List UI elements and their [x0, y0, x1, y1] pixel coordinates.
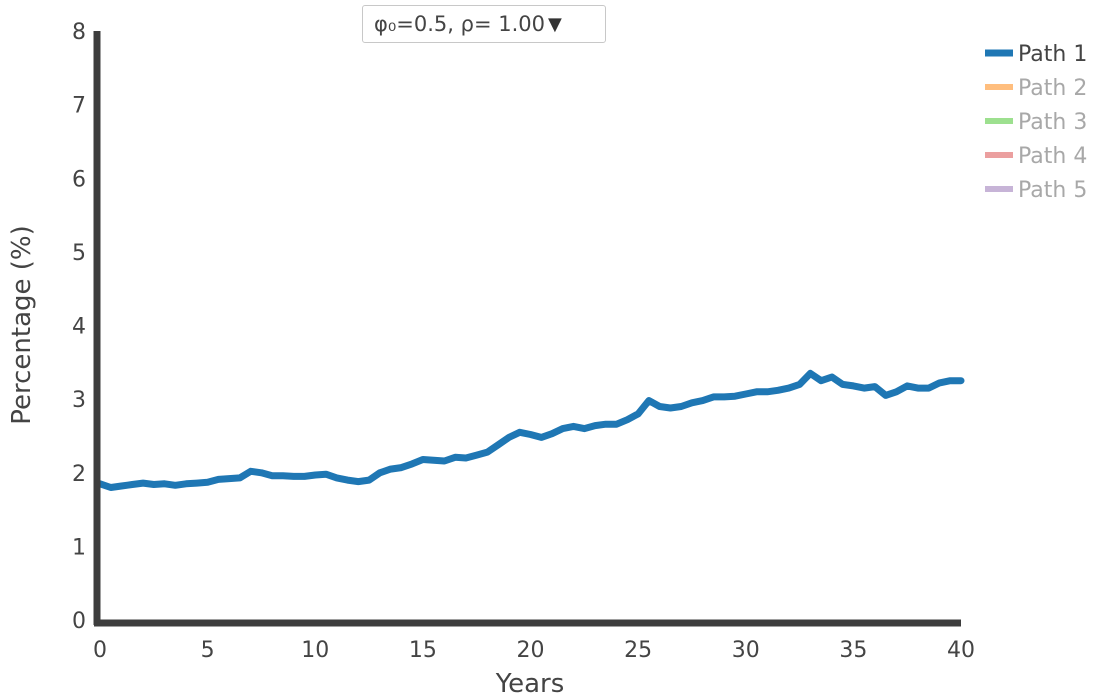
x-tick-label: 5: [201, 638, 215, 663]
y-tick-label: 3: [72, 388, 86, 413]
x-tick-label: 40: [947, 638, 975, 663]
x-axis-title: Years: [495, 669, 565, 699]
legend-label: Path 1: [1018, 42, 1087, 67]
y-tick-label: 0: [72, 609, 86, 634]
y-tick-label: 8: [72, 20, 86, 45]
y-tick-label: 4: [72, 315, 86, 340]
chevron-down-icon: ▼: [547, 13, 562, 35]
x-tick-label: 0: [93, 638, 107, 663]
y-tick-label: 5: [72, 241, 86, 266]
x-tick-label: 25: [624, 638, 652, 663]
x-tick-label: 30: [732, 638, 760, 663]
legend-label: Path 2: [1018, 76, 1087, 101]
y-axis-ticks: 0 1 2 3 4 5 6 7 8: [72, 20, 86, 634]
legend-item-path-2[interactable]: Path 2: [985, 76, 1087, 101]
y-tick-label: 1: [72, 535, 86, 560]
parameter-dropdown[interactable]: φ₀=0.5, ρ= 1.00 ▼: [362, 5, 606, 43]
legend-label: Path 5: [1018, 178, 1087, 203]
series-line-path-1: [96, 369, 965, 491]
y-tick-label: 6: [72, 167, 86, 192]
series-layer: [96, 369, 965, 491]
legend-item-path-4[interactable]: Path 4: [985, 144, 1087, 169]
x-axis-ticks: 0 5 10 15 20 25 30 35 40: [93, 638, 975, 663]
legend-label: Path 3: [1018, 110, 1087, 135]
legend-label: Path 4: [1018, 144, 1087, 169]
x-tick-label: 35: [839, 638, 867, 663]
legend-item-path-5[interactable]: Path 5: [985, 178, 1087, 203]
y-tick-label: 7: [72, 94, 86, 119]
x-tick-label: 15: [409, 638, 437, 663]
y-axis-title: Percentage (%): [7, 225, 37, 425]
legend: Path 1 Path 2 Path 3 Path 4 Path 5: [985, 42, 1087, 203]
legend-item-path-1[interactable]: Path 1: [985, 42, 1087, 67]
y-tick-label: 2: [72, 462, 86, 487]
parameter-dropdown-label: φ₀=0.5, ρ= 1.00: [374, 12, 545, 36]
x-tick-label: 20: [517, 638, 545, 663]
legend-item-path-3[interactable]: Path 3: [985, 110, 1087, 135]
x-tick-label: 10: [301, 638, 329, 663]
